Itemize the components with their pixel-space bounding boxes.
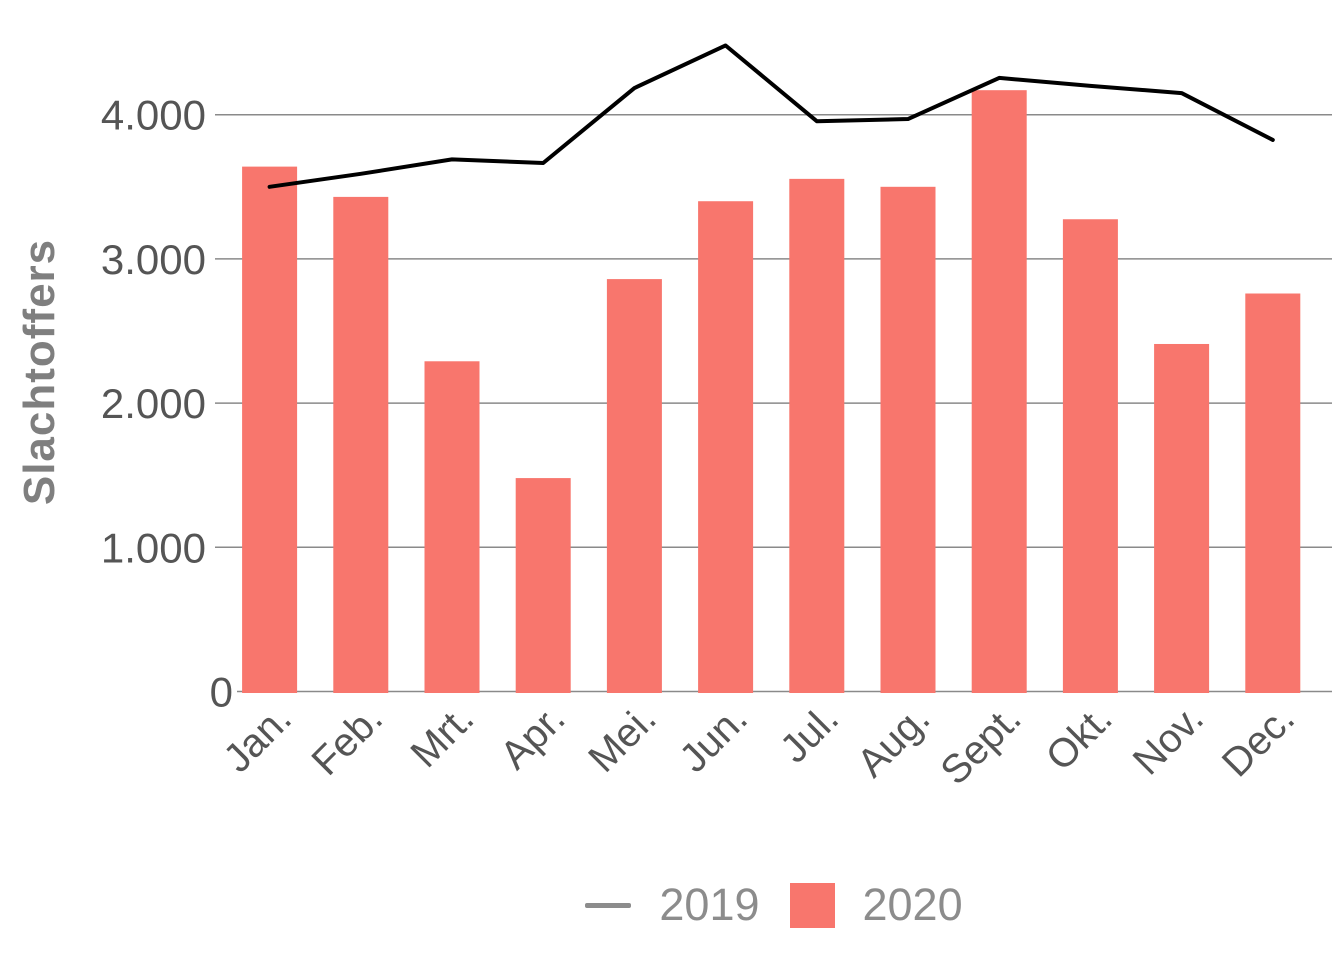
bar-Mei.	[606, 279, 662, 693]
x-tick-label: Sept.	[932, 696, 1029, 793]
x-tick-label: Okt.	[1038, 696, 1121, 779]
y-tick-label: 1.000	[101, 524, 206, 571]
x-tick-label: Apr.	[492, 696, 573, 777]
x-tick-label: Mei.	[580, 696, 665, 781]
bar-Dec.	[1245, 293, 1301, 693]
bar-swatch-icon	[789, 882, 835, 928]
x-tick-label: Mrt.	[403, 696, 483, 776]
bar-Nov.	[1154, 343, 1210, 693]
bar-Jun.	[698, 201, 754, 693]
bar-Feb.	[333, 196, 389, 694]
bar-Mrt.	[424, 361, 480, 693]
x-tick-label: Nov.	[1125, 696, 1212, 783]
bar-Aug.	[880, 186, 936, 694]
legend: 2019 2020	[216, 882, 1332, 928]
bar-Apr.	[515, 478, 571, 693]
legend-label-2019: 2019	[659, 879, 760, 930]
bar-Jan.	[242, 166, 298, 693]
y-axis-title: Slachtoffers	[15, 238, 64, 506]
trend-line-2019	[267, 43, 1275, 189]
legend-item-2019[interactable]: 2019	[585, 879, 760, 930]
bar-Jul.	[789, 178, 845, 693]
y-tick-label: 2.000	[101, 380, 206, 427]
x-tick-label: Dec.	[1214, 696, 1303, 785]
legend-label-2020: 2020	[862, 879, 963, 930]
y-tick-label: 3.000	[101, 236, 206, 283]
x-tick-label: Jun.	[671, 696, 756, 781]
y-tick-label: 0	[210, 669, 233, 716]
y-tick-label: 4.000	[101, 92, 206, 139]
legend-item-2020[interactable]: 2020	[789, 879, 963, 930]
bar-Okt.	[1062, 219, 1118, 693]
line-swatch-icon	[585, 902, 632, 908]
bar-Sept.	[971, 90, 1027, 694]
x-tick-label: Jul.	[772, 696, 847, 771]
x-tick-label: Aug.	[849, 696, 938, 785]
x-tick-label: Feb.	[303, 696, 391, 784]
